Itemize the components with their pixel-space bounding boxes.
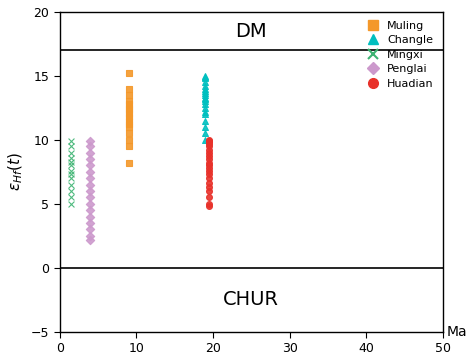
Text: Ma: Ma — [447, 325, 467, 338]
Point — [201, 88, 209, 94]
Point — [125, 160, 133, 166]
Point — [201, 105, 209, 111]
Point — [205, 163, 213, 168]
Point — [87, 182, 94, 188]
Point — [125, 118, 133, 123]
Point — [201, 79, 209, 85]
Point — [87, 220, 94, 226]
Point — [125, 114, 133, 120]
Point — [67, 201, 75, 207]
Text: DM: DM — [236, 22, 267, 41]
Point — [201, 111, 209, 117]
Point — [205, 143, 213, 149]
Point — [201, 118, 209, 123]
Point — [205, 141, 213, 147]
Point — [205, 180, 213, 186]
Point — [205, 139, 213, 145]
Point — [205, 165, 213, 171]
Point — [87, 143, 94, 149]
Point — [67, 168, 75, 173]
Point — [205, 156, 213, 162]
Point — [201, 92, 209, 98]
Point — [201, 131, 209, 136]
Point — [125, 122, 133, 127]
Y-axis label: $\varepsilon_{Hf}(t)$: $\varepsilon_{Hf}(t)$ — [7, 152, 25, 191]
Point — [201, 96, 209, 102]
Point — [125, 86, 133, 92]
Point — [67, 138, 75, 144]
Point — [87, 138, 94, 144]
Point — [201, 73, 209, 79]
Point — [125, 137, 133, 143]
Point — [205, 175, 213, 181]
Point — [125, 143, 133, 149]
Point — [205, 147, 213, 153]
Point — [87, 169, 94, 175]
Point — [205, 168, 213, 173]
Point — [125, 108, 133, 113]
Point — [87, 175, 94, 181]
Point — [87, 207, 94, 213]
Point — [125, 71, 133, 76]
Point — [87, 194, 94, 200]
Point — [201, 83, 209, 89]
Point — [205, 160, 213, 166]
Point — [205, 138, 213, 144]
Point — [205, 188, 213, 194]
Point — [201, 109, 209, 115]
Point — [67, 163, 75, 168]
Point — [67, 172, 75, 177]
Point — [67, 155, 75, 161]
Point — [125, 105, 133, 111]
Point — [87, 150, 94, 156]
Point — [67, 175, 75, 181]
Point — [201, 124, 209, 130]
Point — [67, 194, 75, 200]
Point — [125, 101, 133, 107]
Point — [87, 156, 94, 162]
Point — [67, 188, 75, 194]
Point — [205, 137, 213, 143]
Point — [201, 90, 209, 96]
Point — [201, 137, 209, 143]
Point — [205, 184, 213, 190]
Point — [125, 92, 133, 98]
Point — [201, 86, 209, 92]
Point — [205, 150, 213, 156]
Point — [67, 143, 75, 149]
Point — [201, 101, 209, 107]
Point — [205, 172, 213, 177]
Point — [125, 131, 133, 136]
Point — [87, 163, 94, 168]
Point — [201, 76, 209, 81]
Point — [205, 203, 213, 209]
Point — [125, 124, 133, 130]
Point — [87, 188, 94, 194]
Point — [201, 74, 209, 80]
Point — [67, 150, 75, 156]
Point — [205, 201, 213, 207]
Point — [201, 98, 209, 104]
Point — [87, 237, 94, 243]
Point — [125, 111, 133, 117]
Point — [87, 233, 94, 239]
Point — [205, 153, 213, 159]
Point — [125, 98, 133, 104]
Point — [67, 159, 75, 164]
Point — [67, 182, 75, 188]
Point — [87, 227, 94, 232]
Point — [87, 214, 94, 219]
Point — [201, 95, 209, 101]
Legend: Muling, Changle, Mingxi, Penglai, Huadian: Muling, Changle, Mingxi, Penglai, Huadia… — [358, 17, 437, 92]
Point — [205, 194, 213, 200]
Point — [87, 201, 94, 207]
Text: CHUR: CHUR — [223, 290, 279, 309]
